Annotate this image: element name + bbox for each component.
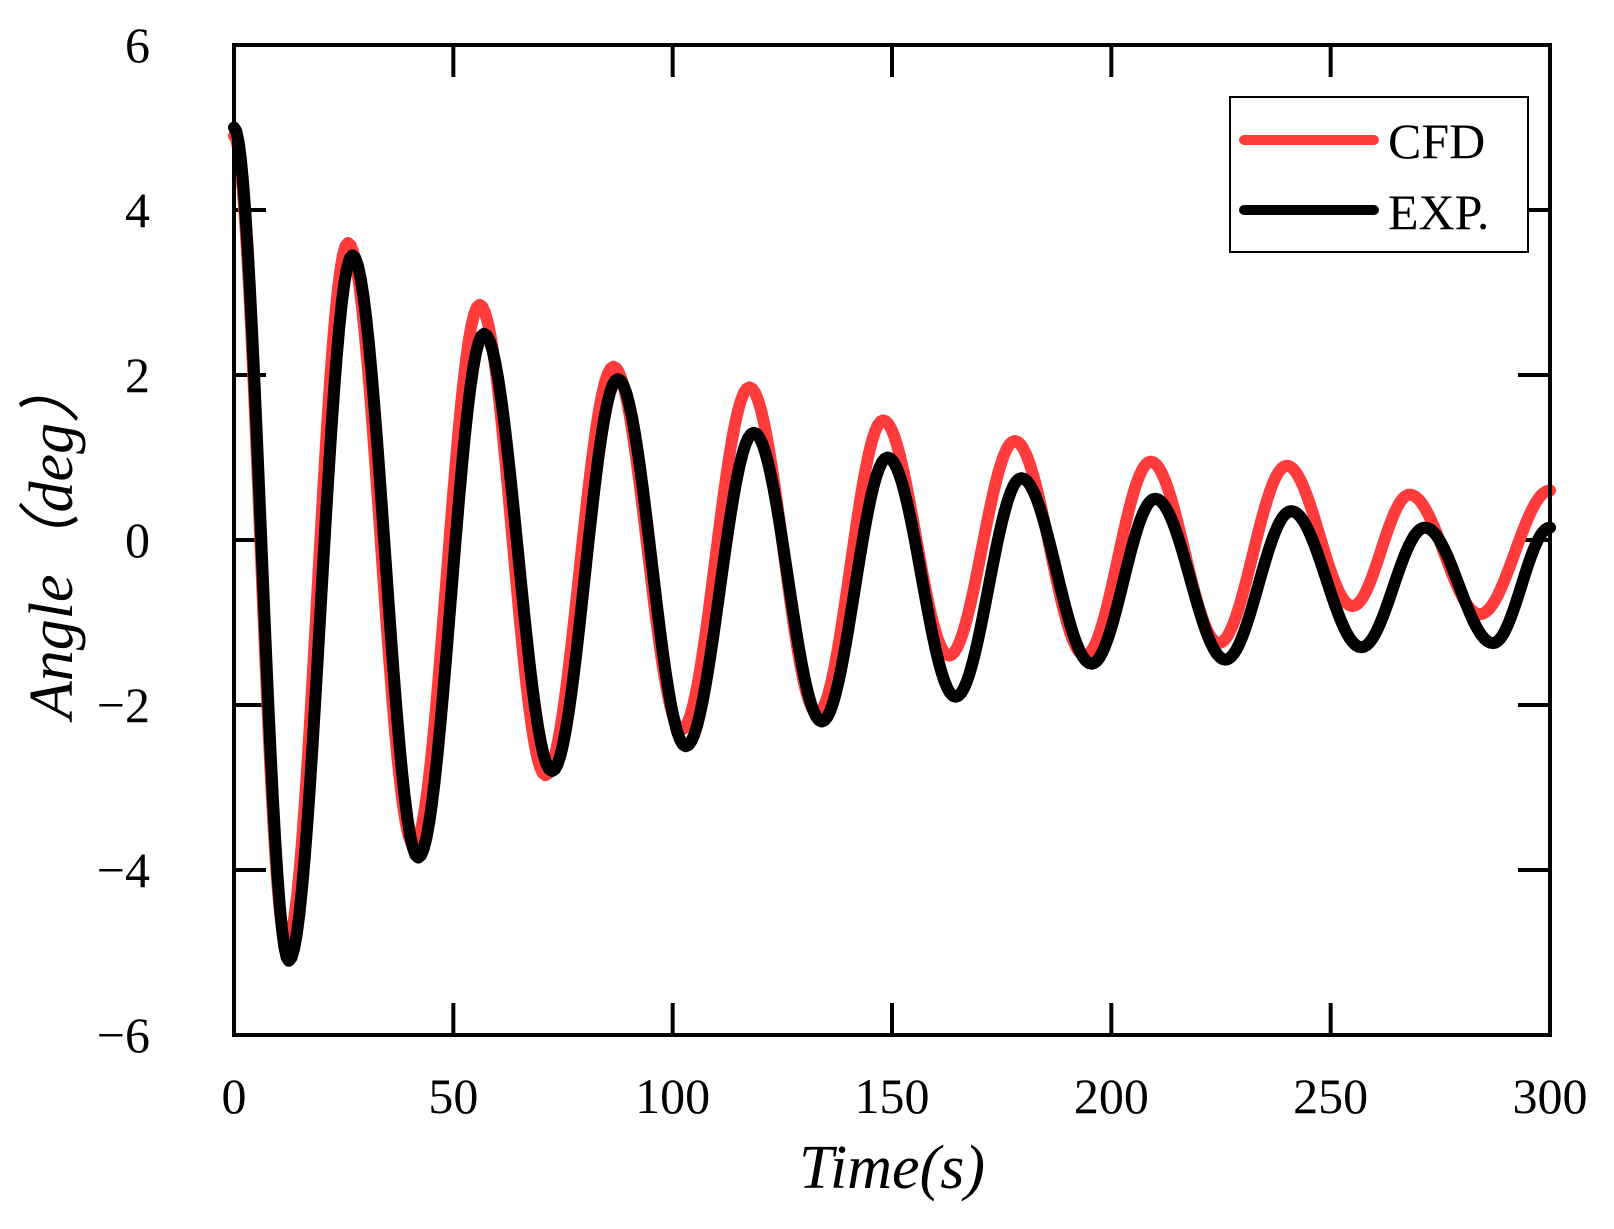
y-tick-label-0: 0 <box>125 512 150 568</box>
x-tick-label-0: 0 <box>222 1068 247 1124</box>
legend: CFD EXP. <box>1229 96 1529 253</box>
y-tick-label-6: 6 <box>125 17 150 73</box>
y-axis-title: Angle（deg） <box>18 361 86 723</box>
x-tick-label-200: 200 <box>1074 1068 1149 1124</box>
legend-label-exp: EXP. <box>1388 184 1489 240</box>
legend-label-cfd: CFD <box>1388 113 1485 169</box>
x-tick-label-300: 300 <box>1513 1068 1588 1124</box>
series-line-exp <box>228 121 1556 967</box>
legend-box <box>1229 96 1529 253</box>
x-tick-label-250: 250 <box>1293 1068 1368 1124</box>
y-tick-label--6: −6 <box>97 1007 150 1063</box>
x-tick-label-100: 100 <box>635 1068 710 1124</box>
y-tick-label-2: 2 <box>125 347 150 403</box>
plot-frame <box>232 43 1552 1037</box>
x-tick-label-150: 150 <box>855 1068 930 1124</box>
y-tick-label--2: −2 <box>97 677 150 733</box>
x-tick-label-50: 50 <box>428 1068 478 1124</box>
x-axis-title: Time(s) <box>799 1134 985 1202</box>
y-tick-label-4: 4 <box>125 182 150 238</box>
y-tick-label--4: −4 <box>97 842 150 898</box>
